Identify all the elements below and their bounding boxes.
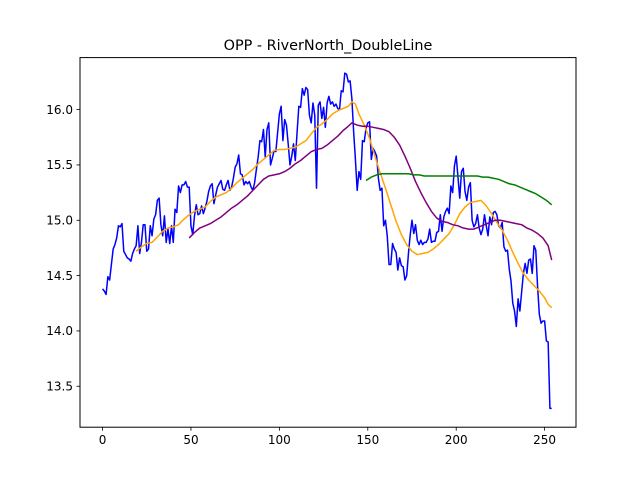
plot-area-frame [79,57,577,428]
y-tick-label: 14.0 [46,324,73,338]
series-line-2 [135,101,553,309]
series-line-3 [188,122,553,261]
y-tick-label: 14.5 [46,269,73,283]
x-tick-label: 50 [183,433,198,447]
series-line-4 [365,173,553,206]
x-tick-label: 100 [268,433,291,447]
y-tick-label: 15.5 [46,158,73,172]
y-tick-label: 15.0 [46,214,73,228]
chart-title: OPP - RiverNorth_DoubleLine [224,38,433,54]
series-group [101,72,553,410]
x-tick-label: 0 [99,433,107,447]
x-tick-label: 250 [533,433,556,447]
x-tick-label: 200 [445,433,468,447]
y-tick-label: 16.0 [46,103,73,117]
y-tick-label: 13.5 [46,380,73,394]
y-axis-ticks: 13.5 14.0 14.5 15.0 15.5 16.0 [46,103,80,394]
x-tick-label: 150 [356,433,379,447]
x-axis-ticks: 0 50 100 150 200 250 [99,427,556,447]
series-line-1 [101,72,552,410]
